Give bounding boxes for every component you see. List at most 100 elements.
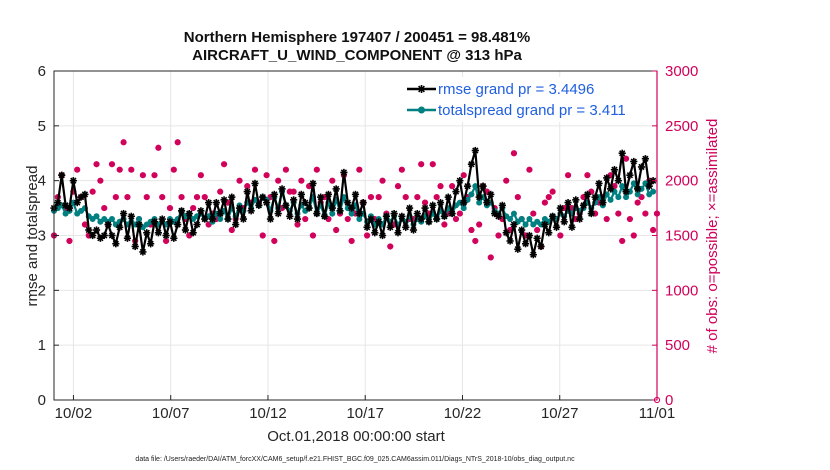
totalspread-point [619, 183, 626, 190]
rmse-point [533, 234, 541, 242]
y2-axis: 0 500 1000 1500 2000 2500 3000 [652, 63, 698, 409]
obs-assimilated-point [403, 194, 409, 200]
rmse-point [603, 174, 611, 182]
rmse-point [89, 231, 97, 240]
rmse-point [235, 204, 244, 212]
x-tick-label: 11/01 [639, 405, 675, 422]
x-tick-label: 10/07 [152, 405, 190, 422]
rmse-point [514, 245, 522, 253]
rmse-point [479, 182, 487, 190]
rmse-point [518, 226, 526, 234]
rmse-point [123, 234, 132, 242]
obs-assimilated-point [515, 194, 521, 200]
y2-tick-label: 2500 [665, 118, 698, 135]
obs-assimilated-point [155, 145, 161, 151]
rmse-point [239, 215, 247, 223]
rmse-point [201, 215, 209, 223]
rmse-point [386, 223, 394, 231]
rmse-point [162, 231, 170, 240]
rmse-point [232, 220, 240, 229]
rmse-point [576, 215, 584, 223]
obs-assimilated-point [171, 167, 177, 173]
obs-assimilated-point [144, 194, 150, 200]
rmse-point [545, 229, 553, 237]
obs-assimilated-point [66, 238, 73, 244]
obs-assimilated-point [275, 178, 281, 184]
rmse-point [467, 160, 476, 168]
x-tick-label: 10/17 [346, 405, 384, 422]
obs-counts [50, 139, 661, 404]
y-tick-label: 1 [38, 337, 46, 354]
rmse-point [448, 209, 456, 218]
series [50, 146, 657, 259]
rmse-point [398, 212, 406, 220]
obs-assimilated-point [356, 167, 362, 173]
totalspread-point [615, 194, 622, 201]
rmse-point [552, 223, 561, 231]
rmse-point [506, 237, 514, 245]
rmse-point [460, 199, 468, 207]
rmse-point [641, 155, 649, 163]
rmse-point [579, 201, 588, 209]
rmse-point [266, 215, 275, 223]
rmse-point [375, 218, 383, 226]
y-tick-label: 4 [38, 173, 46, 190]
x-axis: 10/02 10/07 10/12 10/17 10/22 10/27 11/01 [55, 395, 675, 422]
rmse-point [174, 220, 182, 229]
rmse-point [332, 185, 340, 193]
obs-assimilated-point [298, 178, 304, 184]
obs-assimilated-point [194, 194, 200, 200]
rmse-point [228, 193, 236, 201]
rmse-point [413, 209, 421, 218]
chart-title: Northern Hemisphere 197407 / 200451 = 98… [184, 29, 530, 46]
obs-assimilated-point [128, 167, 134, 173]
rmse-point [305, 204, 313, 212]
rmse-point [560, 218, 568, 226]
y2-axis-label: # of obs: o=possible; ×=assimilated [704, 119, 721, 354]
obs-assimilated-point [202, 194, 208, 200]
rmse-point [378, 231, 387, 240]
obs-assimilated-point [206, 221, 212, 228]
rmse-point [483, 199, 491, 207]
obs-assimilated-point [638, 194, 645, 200]
rmse-point [274, 209, 282, 218]
legend-marker-spread [418, 106, 425, 114]
obs-assimilated-point [453, 216, 459, 222]
legend-box [402, 77, 652, 122]
rmse-point [61, 201, 70, 209]
rmse-point [618, 149, 626, 157]
obs-assimilated-point [635, 200, 641, 206]
x-tick-label: 10/02 [55, 405, 93, 422]
rmse-point [433, 215, 441, 223]
rmse-point [487, 190, 495, 198]
obs-assimilated-point [263, 172, 270, 178]
chart-subtitle: AIRCRAFT_U_WIND_COMPONENT @ 313 hPa [192, 47, 522, 64]
obs-assimilated-point [329, 178, 335, 184]
rmse-point [417, 215, 425, 223]
rmse-point [344, 199, 352, 207]
rmse-point [456, 177, 464, 185]
rmse-point [510, 220, 518, 229]
rmse-point [262, 199, 271, 207]
obs-assimilated-point [93, 161, 100, 167]
y-tick-label: 6 [38, 63, 46, 80]
rmse-point [324, 190, 333, 198]
obs-assimilated-point [291, 189, 297, 195]
y-tick-label: 3 [38, 228, 46, 245]
rmse-point [65, 204, 74, 212]
rmse-point [293, 215, 302, 223]
y-axis: 0 1 2 3 4 5 6 [38, 63, 59, 409]
obs-assimilated-point [472, 238, 478, 244]
obs-assimilated-point [217, 189, 223, 195]
totalspread-point [510, 210, 517, 217]
obs-assimilated-point [488, 254, 494, 261]
rmse-point [100, 231, 108, 240]
rmse-point [595, 179, 603, 188]
rmse-point [463, 182, 472, 190]
obs-assimilated-point [229, 227, 235, 233]
rmse-point [54, 199, 62, 207]
rmse-point [104, 220, 112, 229]
rmse-point [243, 188, 251, 196]
rmse-point [355, 209, 363, 218]
rmse-point [502, 229, 510, 237]
